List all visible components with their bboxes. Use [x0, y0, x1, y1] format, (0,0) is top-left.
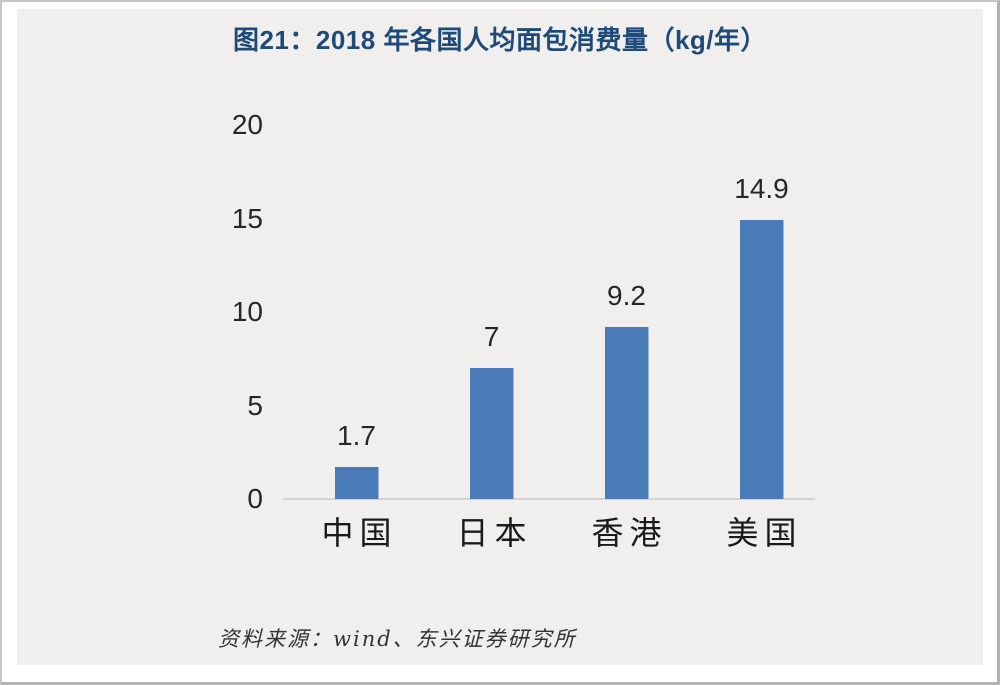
y-tick-label: 15 [231, 202, 263, 234]
bar-value-label: 7 [483, 321, 500, 352]
bar [740, 220, 784, 499]
source-note: 资料来源：wind、东兴证券研究所 [218, 627, 577, 651]
y-tick-label: 0 [247, 483, 263, 514]
y-tick-label: 10 [231, 296, 263, 327]
figure-panel: 图21：2018 年各国人均面包消费量（kg/年） 0 5 10 15 20 1.7 7 9… [17, 9, 983, 665]
x-tick-label: 日本 [456, 515, 533, 551]
y-tick-label: 5 [247, 389, 263, 421]
bar-value-label: 1.7 [337, 420, 376, 451]
bar-value-label: 14.9 [734, 173, 789, 204]
x-tick-label: 中国 [321, 515, 398, 551]
x-tick-label: 香港 [591, 515, 668, 551]
bar [470, 368, 514, 499]
bar [605, 327, 649, 499]
chart-title: 图21：2018 年各国人均面包消费量（kg/年） [232, 25, 768, 55]
x-axis-line [283, 498, 815, 500]
y-tick-label: 20 [231, 109, 263, 140]
bar-value-label: 9.2 [607, 280, 646, 311]
x-tick-label: 美国 [726, 515, 803, 551]
bar [335, 467, 379, 499]
